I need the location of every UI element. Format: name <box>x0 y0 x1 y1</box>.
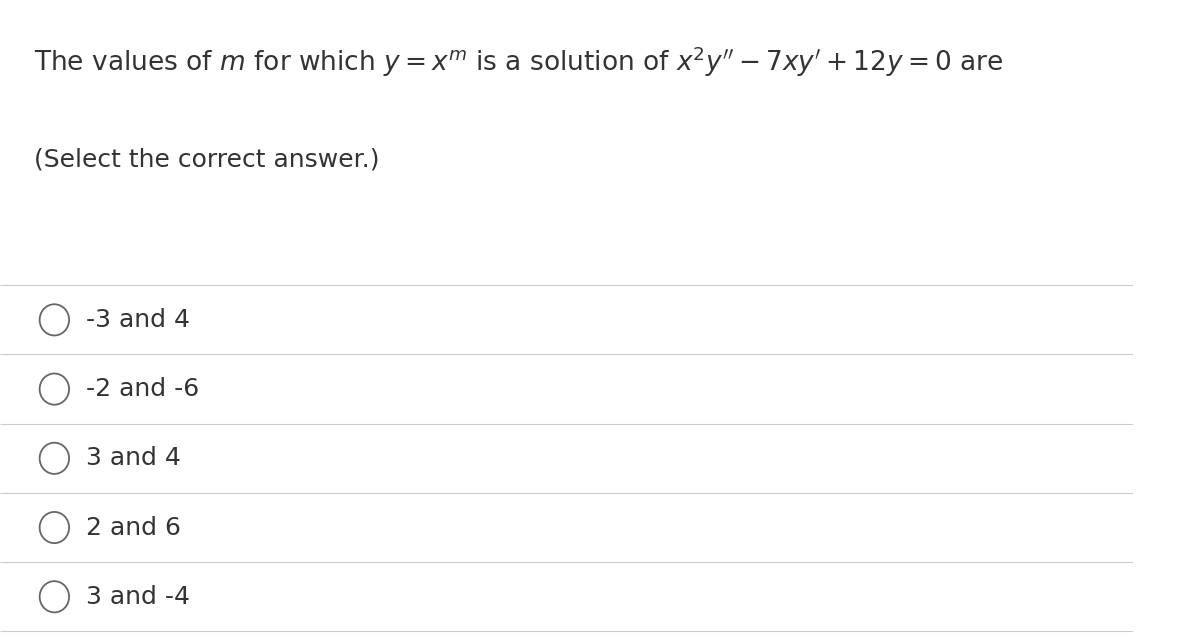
Text: 3 and -4: 3 and -4 <box>86 585 190 609</box>
Text: 3 and 4: 3 and 4 <box>86 446 181 470</box>
Text: -2 and -6: -2 and -6 <box>86 377 199 401</box>
Text: -3 and 4: -3 and 4 <box>86 308 190 332</box>
Text: (Select the correct answer.): (Select the correct answer.) <box>34 147 379 171</box>
Text: The values of $m$ for which $y = x^{m}$ is a solution of $x^2y'' - 7xy' + 12y = : The values of $m$ for which $y = x^{m}$ … <box>34 45 1003 79</box>
Text: 2 and 6: 2 and 6 <box>86 515 181 540</box>
